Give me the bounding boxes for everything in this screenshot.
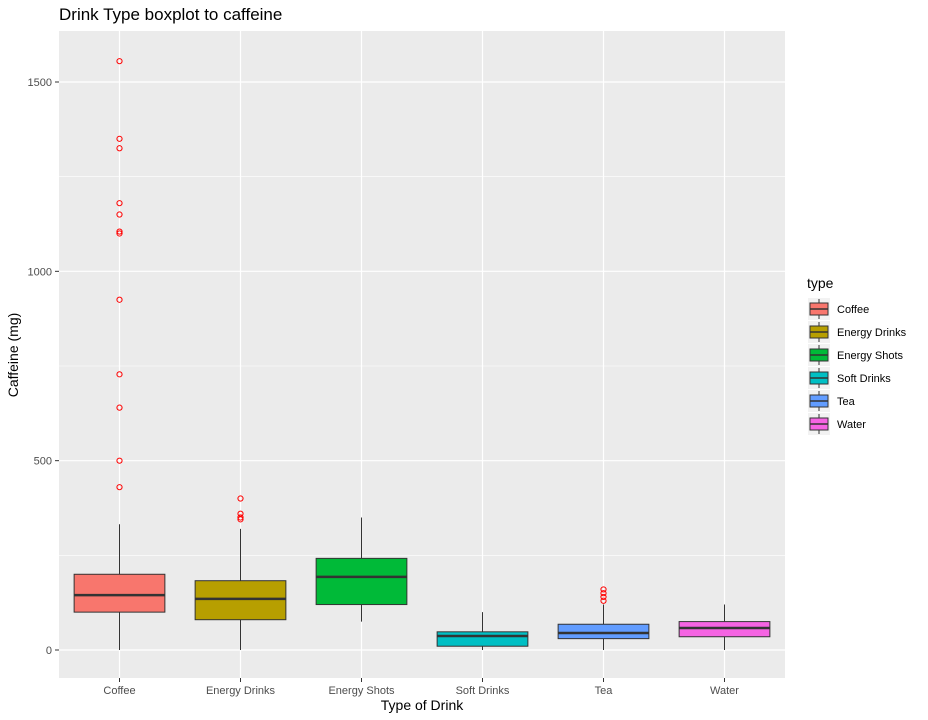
legend-label: Coffee	[837, 304, 869, 316]
iqr-box	[315, 557, 408, 606]
legend-title: type	[807, 275, 834, 291]
box-series	[73, 58, 771, 650]
outlier-point	[237, 514, 244, 521]
y-axis: 0 500 1000 1500	[28, 77, 59, 657]
box-energy-drinks	[194, 495, 287, 650]
legend-item-energy-shots: Energy Shots	[808, 344, 904, 366]
legend-label: Tea	[837, 396, 856, 408]
legend-item-soft-drinks: Soft Drinks	[808, 367, 891, 389]
outlier-point	[116, 457, 123, 464]
legend-label: Water	[837, 419, 866, 431]
legend-item-coffee: Coffee	[808, 298, 869, 320]
box-coffee	[73, 58, 166, 650]
y-tick-label: 1000	[28, 266, 52, 278]
legend-item-energy-drinks: Energy Drinks	[808, 321, 907, 343]
legend: type Coffee Energy Drinks Energy Shots Soft…	[807, 275, 907, 435]
iqr-box	[557, 623, 650, 640]
outlier-point	[116, 135, 123, 142]
outlier-point	[600, 597, 607, 604]
x-tick-label: Energy Drinks	[206, 685, 276, 697]
legend-label: Energy Shots	[837, 350, 904, 362]
plot-panel	[59, 31, 785, 678]
x-axis: Coffee Energy Drinks Energy Shots Soft Drin…	[103, 678, 739, 697]
outlier-point	[116, 200, 123, 207]
minor-gridlines	[59, 176, 785, 556]
y-axis-label: Caffeine (mg)	[5, 313, 21, 398]
x-tick-label: Water	[710, 685, 739, 697]
legend-label: Energy Drinks	[837, 327, 907, 339]
outlier-point	[116, 145, 123, 152]
outlier-point	[116, 371, 123, 378]
outlier-point	[116, 484, 123, 491]
chart-title: Drink Type boxplot to caffeine	[59, 5, 282, 24]
x-tick-label: Energy Shots	[328, 685, 395, 697]
x-axis-label: Type of Drink	[381, 697, 464, 713]
box-soft-drinks	[436, 612, 529, 650]
outlier-point	[116, 296, 123, 303]
outlier-point	[116, 211, 123, 218]
legend-item-tea: Tea	[808, 390, 856, 412]
box-tea	[557, 586, 650, 650]
y-tick-label: 500	[34, 456, 52, 468]
outlier-point	[116, 228, 123, 235]
outlier-point	[116, 230, 123, 237]
outlier-point	[237, 510, 244, 517]
x-tick-label: Coffee	[103, 685, 135, 697]
outlier-point	[600, 586, 607, 593]
outlier-point	[600, 593, 607, 601]
y-tick-label: 0	[46, 645, 52, 657]
x-tick-label: Soft Drinks	[456, 685, 510, 697]
box-water	[678, 604, 771, 650]
legend-item-water: Water	[808, 413, 866, 435]
legend-label: Soft Drinks	[837, 373, 891, 385]
iqr-box	[194, 580, 287, 621]
outlier-point	[116, 404, 123, 411]
outlier-point	[237, 495, 244, 502]
iqr-box	[73, 573, 166, 613]
outlier-point	[600, 590, 607, 597]
box-energy-shots	[315, 517, 408, 622]
x-tick-label: Tea	[595, 685, 614, 697]
outlier-point	[116, 58, 123, 65]
y-tick-label: 1500	[28, 77, 52, 89]
iqr-box	[436, 631, 529, 647]
